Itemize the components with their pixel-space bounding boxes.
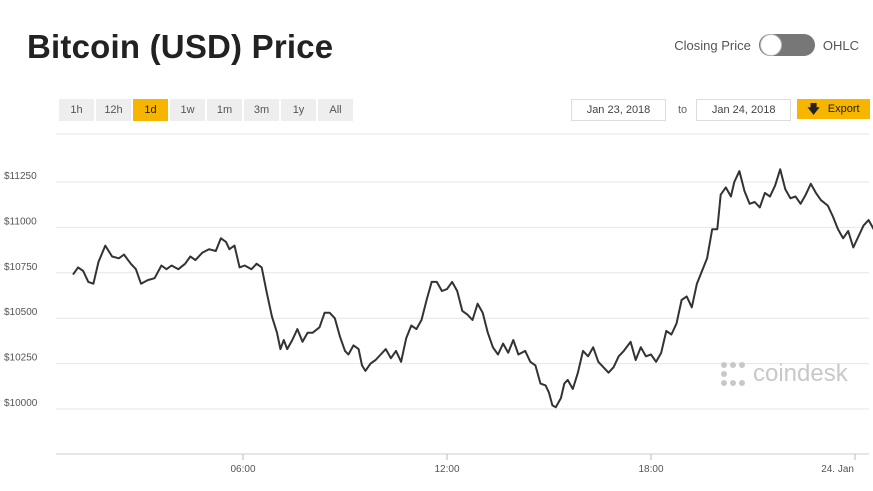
date-to-input[interactable]: Jan 24, 2018 [696, 99, 792, 121]
range-button-all[interactable]: All [318, 99, 353, 121]
coindesk-logo-icon [721, 362, 745, 386]
x-tick-label: 06:00 [230, 464, 255, 475]
page-title: Bitcoin (USD) Price [27, 28, 334, 65]
download-arrow-icon: 🡇 [807, 102, 820, 116]
coindesk-watermark: coindesk [719, 360, 848, 388]
range-button-1w[interactable]: 1w [170, 99, 205, 121]
price-mode-toggle-group: Closing Price OHLC [674, 34, 859, 56]
y-axis-labels: $10000 $10250 $10500 $10750 $11000 $11250 [4, 171, 38, 409]
range-button-12h[interactable]: 12h [96, 99, 131, 121]
watermark-text: coindesk [753, 360, 848, 387]
price-series [72, 168, 873, 409]
x-axis: 06:00 12:00 18:00 24. Jan [56, 453, 869, 475]
range-button-3m[interactable]: 3m [244, 99, 279, 121]
export-button[interactable]: 🡇 Export [797, 99, 870, 119]
series-line-0[interactable] [72, 168, 873, 409]
x-tick-label: 18:00 [638, 464, 663, 475]
range-button-1y[interactable]: 1y [281, 99, 316, 121]
date-range: Jan 23, 2018 to Jan 24, 2018 [571, 99, 792, 121]
y-tick-label: $10000 [4, 398, 38, 409]
time-range-selector: 1h 12h 1d 1w 1m 3m 1y All [59, 99, 353, 121]
price-mode-toggle[interactable] [758, 34, 815, 56]
y-tick-label: $10500 [4, 307, 38, 318]
y-tick-label: $10250 [4, 353, 38, 364]
date-to-label: to [678, 104, 688, 116]
date-from-input[interactable]: Jan 23, 2018 [571, 99, 666, 121]
export-label: Export [827, 103, 860, 115]
range-button-1d[interactable]: 1d [133, 99, 168, 121]
range-button-1m[interactable]: 1m [207, 99, 242, 121]
ohlc-label[interactable]: OHLC [822, 37, 859, 53]
y-tick-label: $11250 [4, 171, 37, 182]
x-tick-label: 24. Jan [821, 464, 854, 475]
x-tick-label: 12:00 [434, 464, 459, 475]
closing-price-label[interactable]: Closing Price [674, 37, 751, 53]
range-button-1h[interactable]: 1h [59, 99, 94, 121]
y-tick-label: $10750 [4, 262, 38, 273]
y-tick-label: $11000 [4, 216, 37, 227]
toggle-knob[interactable] [759, 34, 782, 56]
